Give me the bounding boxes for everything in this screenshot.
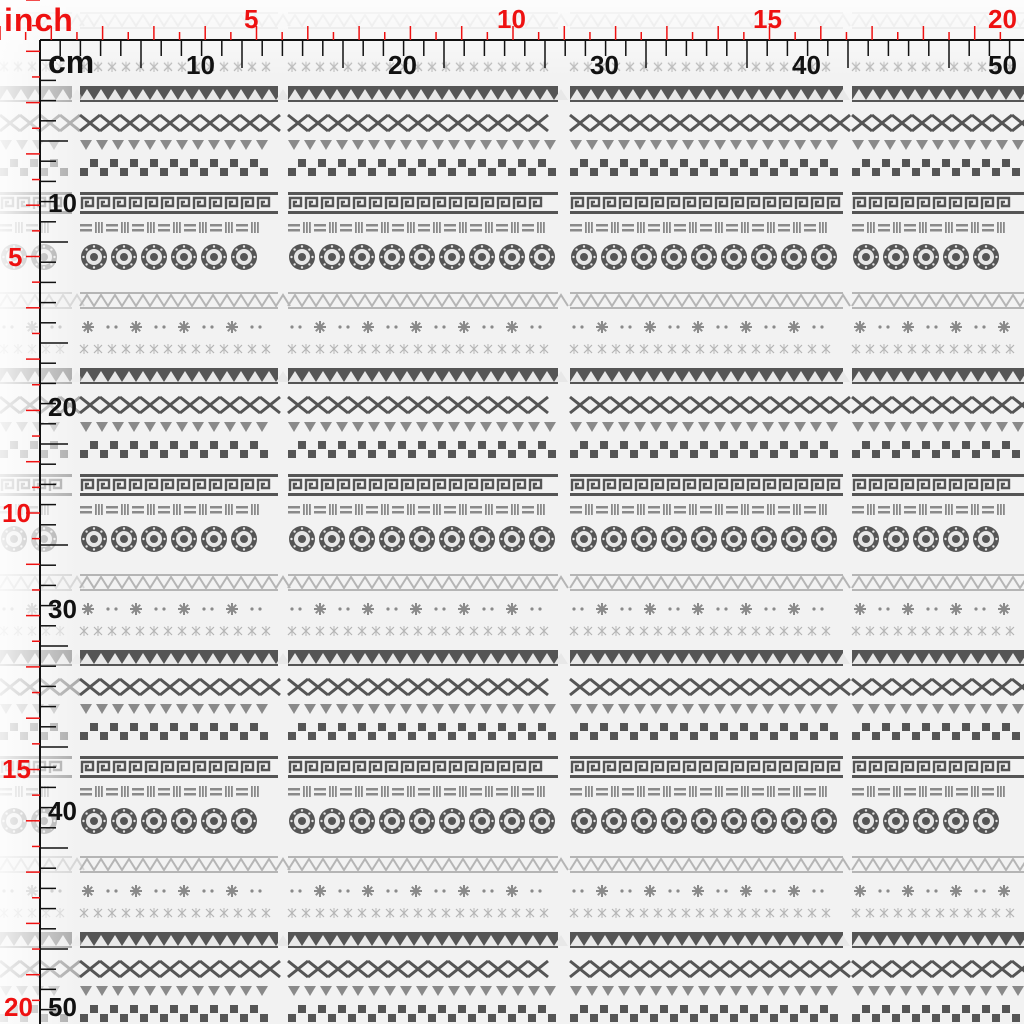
left-cm-label-40: 40 — [48, 796, 77, 826]
left-inch-label-5: 5 — [8, 242, 23, 272]
checker-row — [80, 159, 1020, 176]
small-triangle-row — [80, 704, 1024, 714]
star-row — [82, 885, 1010, 897]
checker-row — [80, 723, 1020, 740]
top-inch-label-10: 10 — [497, 4, 526, 34]
snowflake-row — [79, 344, 1015, 354]
star-row — [82, 321, 1010, 333]
medallion-row — [81, 244, 999, 270]
checker-row — [80, 1005, 1020, 1022]
top-inch-label-20: 20 — [988, 4, 1017, 34]
inch-unit-label: inch — [4, 2, 74, 38]
chevron-band — [79, 395, 1024, 415]
zigzag-light-band — [79, 856, 1024, 873]
zigzag-light-band — [79, 574, 1024, 591]
zigzag-light-band — [79, 292, 1024, 309]
top-cm-label-10: 10 — [186, 50, 215, 80]
star-row — [82, 603, 1010, 615]
left-cm-label-50: 50 — [48, 992, 77, 1022]
left-inch-label-20: 20 — [4, 992, 33, 1022]
top-cm-label-30: 30 — [590, 50, 619, 80]
dash-row — [80, 222, 1005, 233]
small-triangle-row — [80, 422, 1024, 432]
top-cm-label-50: 50 — [988, 50, 1017, 80]
snowflake-row — [79, 626, 1015, 636]
left-cm-label-10: 10 — [48, 188, 77, 218]
greek-key-band — [80, 756, 1024, 778]
left-cm-label-30: 30 — [48, 594, 77, 624]
left-inch-label-15: 15 — [2, 754, 31, 784]
medallion-row — [81, 808, 999, 834]
triangle-band — [80, 86, 1024, 102]
medallion-row — [81, 526, 999, 552]
cm-unit-label: cm — [48, 44, 95, 80]
chevron-band — [79, 677, 1024, 697]
dash-row — [80, 504, 1005, 515]
top-inch-label-5: 5 — [244, 4, 259, 34]
top-cm-label-20: 20 — [388, 50, 417, 80]
checker-row — [80, 441, 1020, 458]
top-cm-label-40: 40 — [792, 50, 821, 80]
chevron-band — [79, 113, 1024, 133]
greek-key-band — [80, 192, 1024, 214]
small-triangle-row — [80, 986, 1024, 996]
dash-row — [80, 786, 1005, 797]
triangle-band — [80, 650, 1024, 666]
left-cm-label-20: 20 — [48, 392, 77, 422]
small-triangle-row — [80, 140, 1024, 150]
triangle-band — [80, 932, 1024, 948]
top-inch-label-15: 15 — [753, 4, 782, 34]
chevron-band — [79, 959, 1024, 979]
left-inch-label-10: 10 — [2, 498, 31, 528]
snowflake-row — [79, 908, 1015, 918]
triangle-band — [80, 368, 1024, 384]
greek-key-band — [80, 474, 1024, 496]
